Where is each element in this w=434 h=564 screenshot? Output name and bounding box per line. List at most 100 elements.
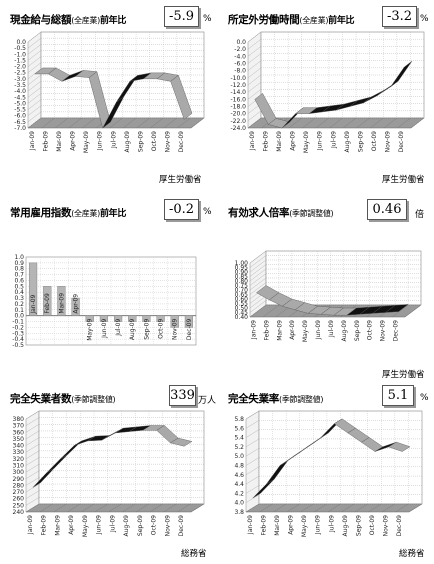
x-tick-label: Oct-09: [158, 318, 165, 338]
x-tick-label: Aug-09: [341, 320, 348, 342]
floor-line: [109, 117, 123, 129]
floor-line: [190, 503, 205, 513]
gridline-side: [27, 68, 42, 80]
y-tick-label: -20.0: [230, 111, 246, 118]
floor-line: [67, 503, 81, 513]
panel-title: 所定外労働時間(全産業)前年比: [228, 14, 355, 26]
y-tick-label: -1.5: [14, 57, 26, 64]
floor-line: [383, 117, 397, 129]
gridline-side: [25, 490, 40, 499]
y-tick-label: 0.60: [235, 296, 249, 303]
y-tick-label: 240: [13, 509, 25, 516]
source-label: 総務省: [181, 549, 207, 559]
x-tick-label: May-09: [87, 318, 94, 340]
gridline-side: [249, 277, 267, 291]
floor-line: [327, 503, 341, 513]
chart-panel-job-ratio: 有効求人倍率(季節調整値) 0.46 倍 1.00 0.95 0.90 0.85 0.8…: [222, 197, 432, 380]
x-tick-label: Apr-09: [288, 515, 295, 535]
y-tick-label: -5.0: [14, 100, 26, 107]
x-tick-label: Mar-09: [56, 131, 63, 152]
y-tick-label: 0.65: [235, 292, 249, 299]
floor-line: [108, 503, 122, 513]
x-tick-label: Oct-09: [151, 515, 158, 535]
gridline-side: [27, 37, 42, 49]
line-segment: [169, 437, 193, 447]
value-box: -0.2: [164, 199, 199, 220]
y-tick-label: -10.0: [230, 75, 246, 82]
gridline-side: [245, 438, 260, 448]
gridline-side: [27, 111, 42, 123]
x-tick-label: Sep-09: [143, 318, 150, 339]
x-tick-label: Feb-09: [262, 131, 269, 152]
bar: [43, 286, 52, 316]
chart-unemployed: 3803703603503403303203103002902802702602…: [13, 410, 205, 537]
y-tick-label: -7.0: [14, 125, 26, 132]
gridline-side: [245, 410, 260, 420]
x-tick-label: Apr-09: [70, 131, 77, 151]
y-tick-label: -6.0: [14, 113, 26, 120]
gridline-side: [25, 463, 40, 473]
y-tick-label: 0.1: [14, 307, 24, 314]
x-tick-label: Dec-09: [178, 131, 185, 153]
y-tick-label: 0.85: [235, 274, 249, 281]
y-tick-label: -22.0: [230, 118, 246, 125]
y-tick-label: 370: [13, 423, 25, 430]
floor-line: [150, 117, 164, 129]
floor-line: [286, 503, 300, 513]
source-label: 総務省: [399, 549, 425, 559]
floor-line: [82, 117, 96, 129]
y-tick-label: -4.0: [14, 88, 26, 95]
gridline-side: [27, 80, 42, 92]
y-tick-label: -0.3: [12, 330, 24, 337]
y-tick-label: 4.2: [234, 490, 244, 497]
floor-line: [404, 304, 422, 318]
panel-title: 完全失業率(季節調整値): [228, 393, 324, 405]
x-tick-label: Mar-09: [276, 320, 283, 341]
y-tick-label: 0.40: [235, 314, 249, 321]
y-tick-label: 0.5: [14, 283, 24, 290]
y-tick-label: 5.6: [234, 425, 244, 432]
floor-line: [122, 503, 136, 513]
bar: [113, 315, 123, 322]
y-tick-label: -2.0: [14, 64, 26, 71]
x-tick-label: Oct-09: [371, 131, 378, 151]
y-tick-label: -18.0: [230, 104, 246, 111]
floor-line: [288, 117, 302, 129]
x-tick-label: Mar-09: [274, 515, 281, 536]
x-tick-label: Sep-09: [357, 131, 364, 152]
x-tick-label: Feb-09: [263, 320, 270, 341]
floor-line: [136, 117, 150, 129]
floor-line: [300, 503, 314, 513]
floor-line: [135, 503, 150, 513]
floor-line: [53, 503, 67, 513]
bar: [28, 262, 38, 316]
gridline-side: [247, 53, 262, 64]
y-tick-label: -4.0: [234, 53, 246, 60]
x-tick-label: Mar-09: [58, 293, 65, 314]
floor-line: [259, 503, 273, 513]
source-label: 厚生労働省: [382, 175, 425, 185]
x-tick-label: Feb-09: [42, 131, 49, 152]
floor-line: [342, 117, 357, 129]
gridline-side: [249, 295, 267, 309]
x-tick-label: Feb-09: [260, 515, 267, 536]
x-tick-label: Sep-09: [137, 515, 144, 536]
bar: [128, 315, 137, 322]
floor-line: [27, 117, 42, 129]
y-tick-label: 3.8: [234, 509, 244, 516]
chart-overtime: 0.0-2.0-4.0-6.0-8.0-10.0-12.0-14.0-16.0-…: [230, 31, 425, 153]
y-tick-label: 290: [13, 476, 25, 483]
y-tick-label: -0.5: [12, 342, 24, 349]
gridline-side: [247, 110, 262, 121]
x-tick-label: Dec-09: [398, 131, 405, 153]
x-tick-label: May-09: [82, 515, 89, 537]
y-tick-label: 300: [13, 469, 25, 476]
y-tick-label: 4.8: [234, 463, 244, 470]
floor-line: [55, 117, 69, 129]
gridline-side: [25, 437, 40, 446]
gridline-side: [25, 470, 40, 479]
gridline-side: [25, 424, 40, 433]
x-tick-label: Jul-09: [109, 515, 116, 533]
gridline-side: [25, 410, 40, 420]
